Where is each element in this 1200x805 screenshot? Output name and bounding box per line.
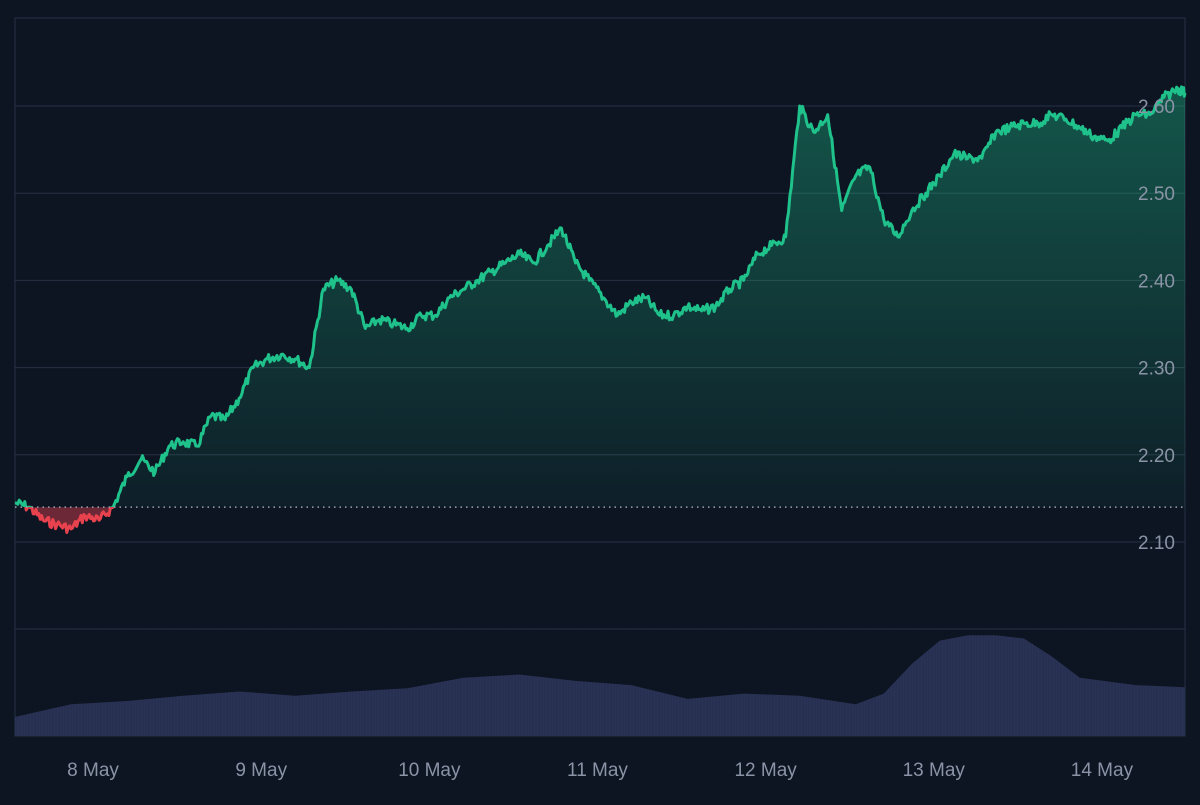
price-area-up	[15, 86, 1185, 508]
y-tick-label: 2.10	[1138, 533, 1175, 554]
x-axis-labels: 8 May 9 May 10 May 11 May 12 May 13 May 14 May	[67, 760, 1133, 781]
x-tick-label: 9 May	[235, 760, 287, 781]
y-tick-label: 2.40	[1138, 271, 1175, 292]
price-lines	[14, 85, 1187, 534]
x-tick-label: 12 May	[734, 760, 797, 781]
y-axis-labels: 2.10 2.20 2.30 2.40 2.50 2.60	[1138, 97, 1175, 554]
volume-bars	[15, 630, 1185, 736]
x-tick-label: 13 May	[903, 760, 966, 781]
y-tick-label: 2.30	[1138, 359, 1175, 380]
y-tick-label: 2.50	[1138, 184, 1175, 205]
y-tick-label: 2.60	[1138, 97, 1175, 118]
price-line-up	[14, 85, 1187, 508]
x-tick-label: 10 May	[398, 760, 461, 781]
x-tick-label: 14 May	[1071, 760, 1134, 781]
y-tick-label: 2.20	[1138, 446, 1175, 467]
price-area	[15, 86, 1185, 533]
price-area-down	[25, 507, 114, 533]
x-tick-label: 8 May	[67, 760, 119, 781]
volume-area	[15, 635, 1185, 736]
x-tick-label: 11 May	[567, 760, 628, 781]
